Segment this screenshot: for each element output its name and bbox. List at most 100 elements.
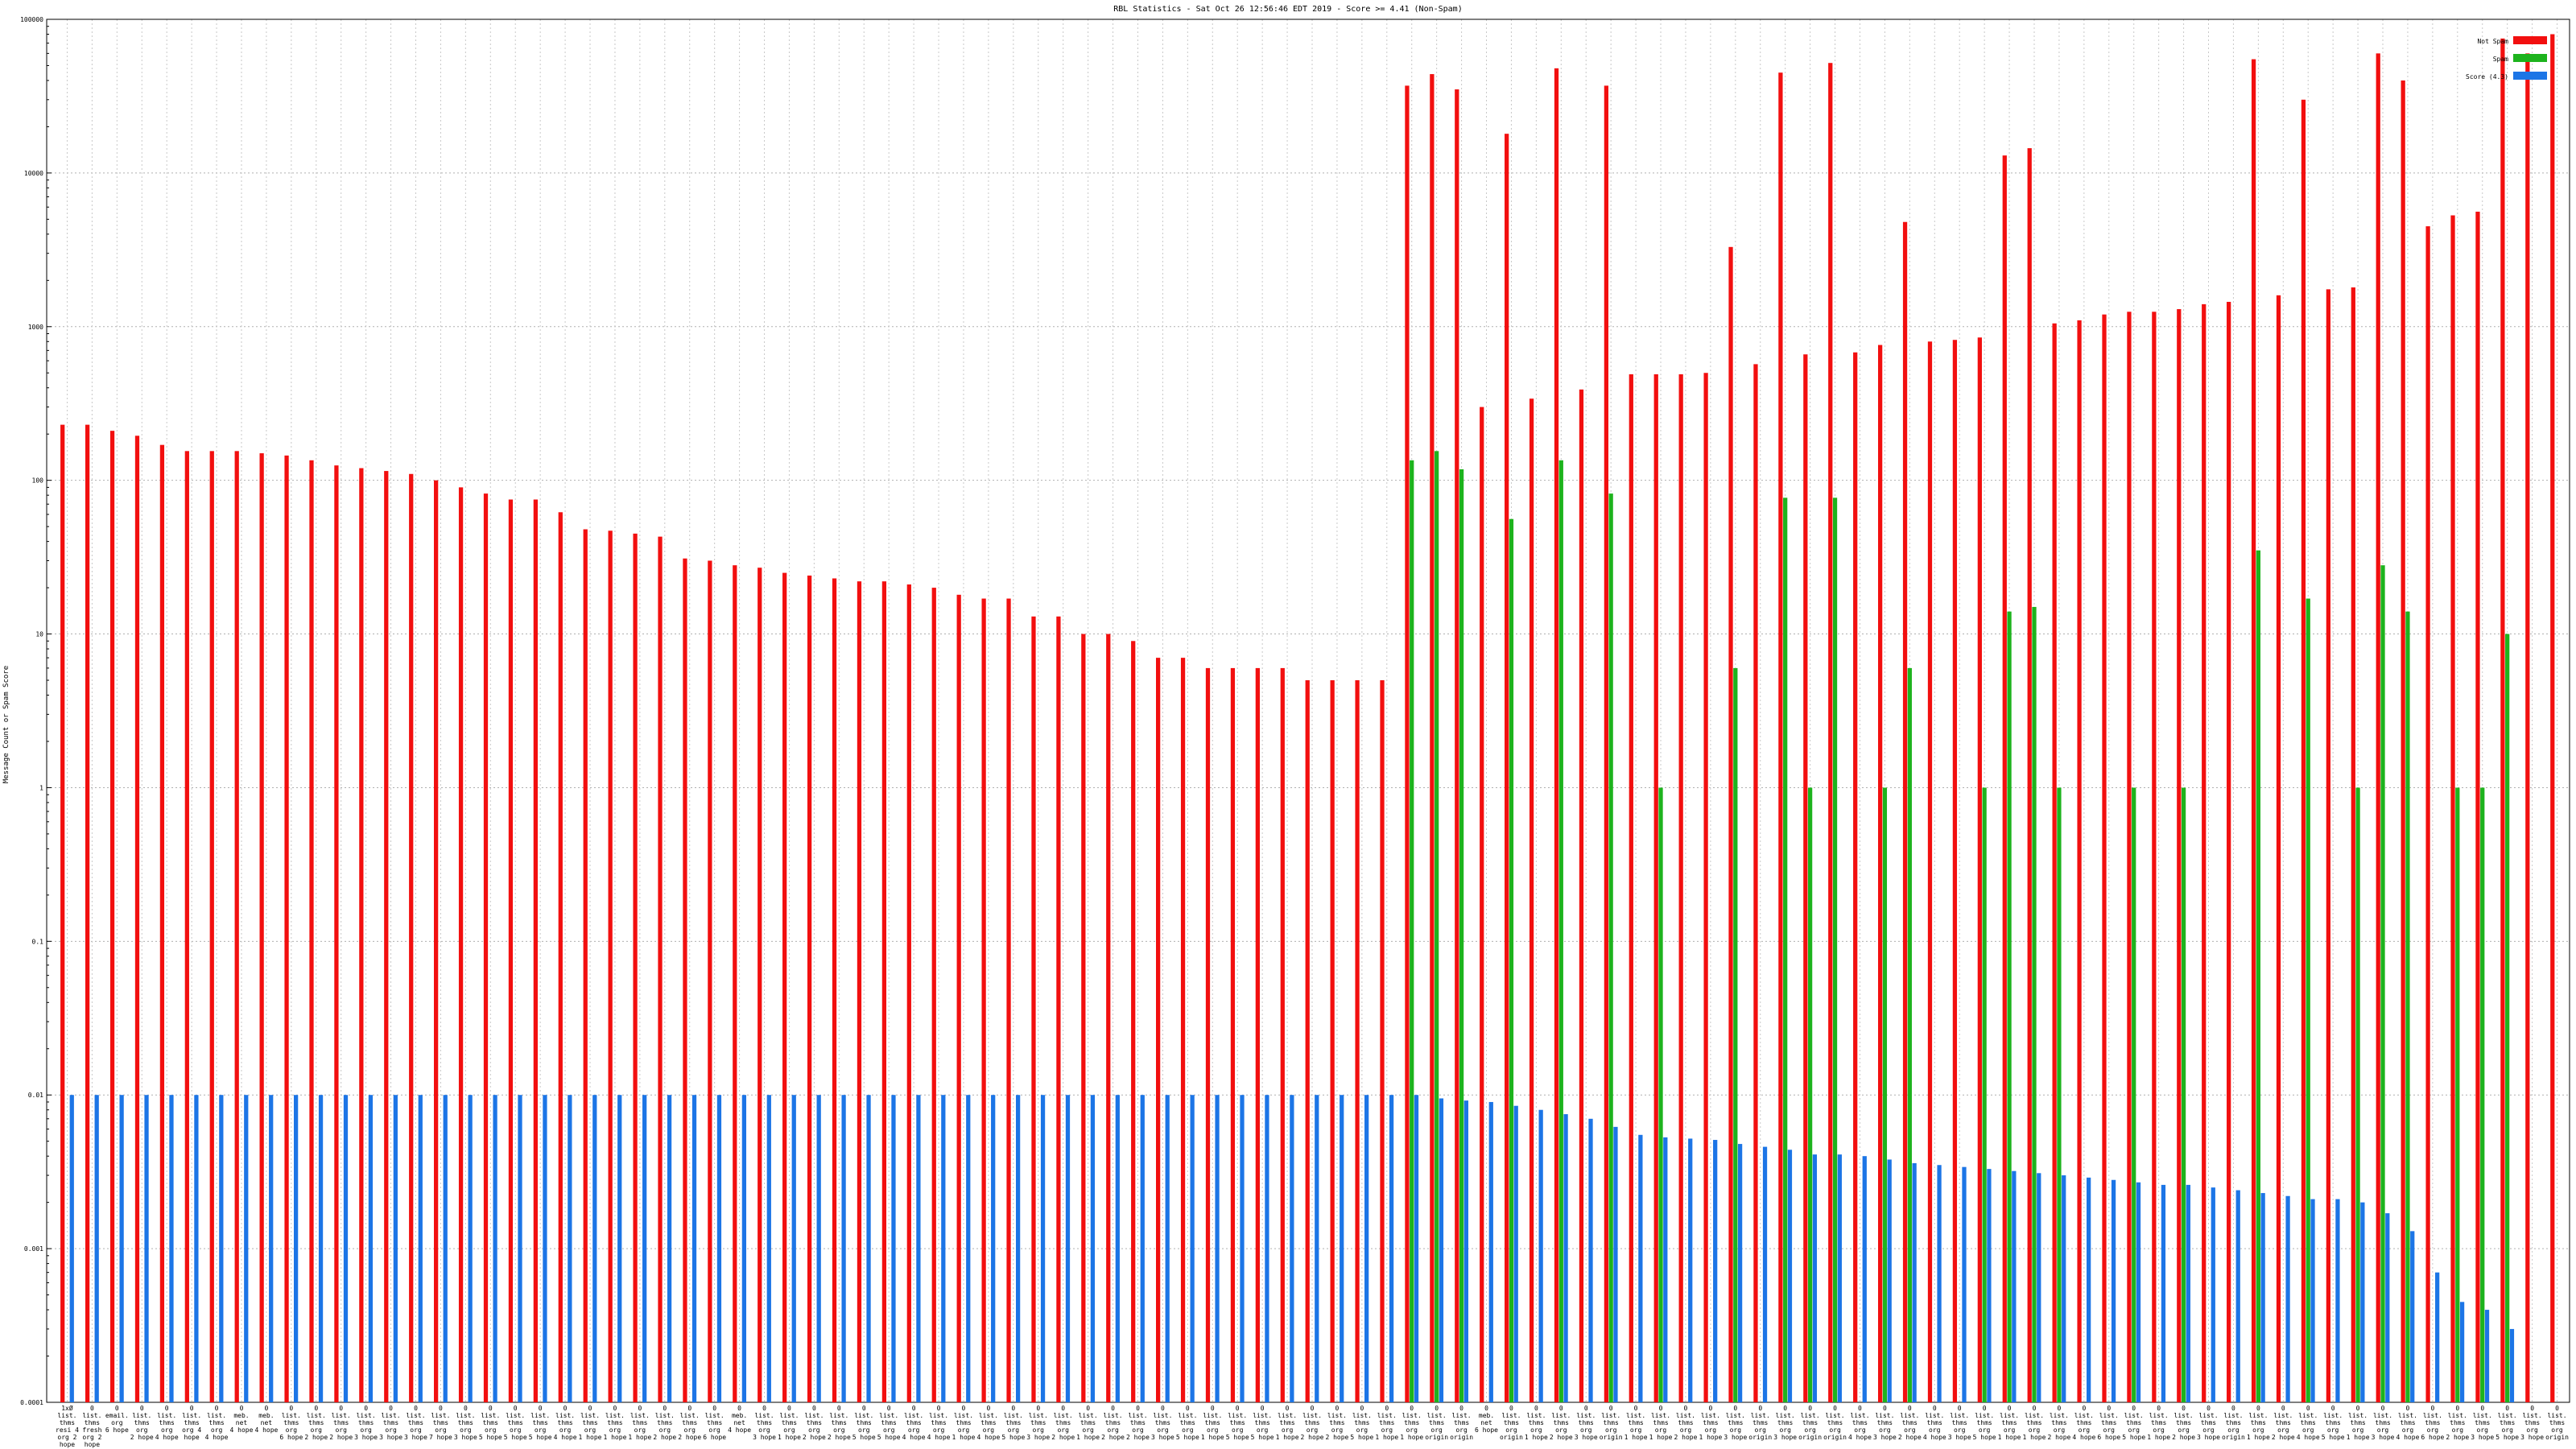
x-tick-label: 0 list. thms org 2 hope (1674, 1405, 1698, 1441)
bar-score-4-3 (1937, 1165, 1942, 1402)
bar-score-4-3 (1862, 1156, 1867, 1402)
bar-not-spam (2525, 53, 2530, 1402)
bar-score-4-3 (1115, 1095, 1120, 1402)
bar-score-4-3 (1762, 1146, 1768, 1402)
bar-not-spam (1305, 680, 1310, 1402)
bar-not-spam (2301, 99, 2306, 1402)
bar-spam (2480, 787, 2485, 1402)
bar-spam (1733, 667, 1738, 1402)
bar-not-spam (483, 493, 489, 1402)
bar-score-4-3 (144, 1095, 149, 1402)
bar-not-spam (409, 473, 414, 1402)
bar-score-4-3 (1439, 1098, 1444, 1402)
bar-not-spam (1753, 364, 1758, 1403)
bar-score-4-3 (1638, 1134, 1643, 1402)
y-tick-label: 1 (39, 784, 43, 791)
bar-not-spam (2102, 314, 2107, 1402)
x-tick-label: 0 meb. net 6 hope (1475, 1405, 1498, 1434)
bars (60, 34, 2555, 1403)
x-tick-label: 0 list. thms org 2 hope (130, 1405, 154, 1441)
bar-not-spam (109, 431, 115, 1402)
x-tick-label: 0 list. thms org 5 hope (852, 1405, 876, 1441)
y-tick-label: 100000 (20, 16, 43, 23)
bar-score-4-3 (816, 1095, 821, 1402)
bar-spam (2505, 634, 2510, 1402)
bar-score-4-3 (568, 1095, 572, 1402)
bar-score-4-3 (269, 1095, 274, 1402)
bar-spam (1658, 787, 1663, 1402)
x-tick-label: 0 list. thms org 4 hope (1923, 1405, 1946, 1441)
y-tick-label: 0.1 (32, 938, 44, 945)
bar-not-spam (1877, 345, 1883, 1402)
x-tick-label: 0 list. thms org 3 hope (379, 1405, 402, 1441)
bar-not-spam (334, 465, 339, 1402)
x-tick-label: 0 list. thms fresh org 2 hope (82, 1405, 101, 1448)
bar-not-spam (633, 533, 638, 1403)
bar-spam (2380, 565, 2385, 1403)
bar-not-spam (2500, 38, 2505, 1403)
bar-score-4-3 (1340, 1095, 1344, 1402)
bar-score-4-3 (169, 1095, 174, 1402)
bar-not-spam (1678, 374, 1683, 1402)
bar-spam (2007, 611, 2012, 1402)
x-tick-label: 0 list. thms org 1 hope (2347, 1405, 2370, 1441)
x-tick-label: 0 list. thms org 1 hope (1649, 1405, 1673, 1441)
bar-not-spam (1106, 634, 1111, 1402)
bar-score-4-3 (2410, 1231, 2415, 1402)
legend-label: Spam (2493, 56, 2508, 63)
x-tick-label: 0 list. thms org 2 hope (1898, 1405, 1922, 1441)
bar-score-4-3 (1315, 1095, 1319, 1402)
bar-not-spam (2425, 226, 2430, 1402)
x-tick-label: 0 list. thms org 1 hope (579, 1405, 602, 1441)
x-tick-label: 0 list. thms org 6 hope (279, 1405, 303, 1441)
bar-score-4-3 (1737, 1144, 1743, 1402)
bar-not-spam (1056, 616, 1061, 1402)
x-tick-label: 0 list. thms org 5 hope (2496, 1405, 2519, 1441)
bar-score-4-3 (1812, 1154, 1818, 1402)
bar-not-spam (1902, 221, 1908, 1403)
y-tick-label: 10000 (24, 170, 43, 177)
x-tick-label: 0 list. thms org 1 hope (1525, 1405, 1548, 1441)
bar-score-4-3 (518, 1095, 522, 1402)
x-tick-label: 0 list. thms org 3 hope (753, 1405, 776, 1441)
bar-not-spam (508, 499, 514, 1402)
bar-not-spam (458, 487, 464, 1402)
x-tick-label: 0 list. thms org 2 hope (1325, 1405, 1348, 1441)
bar-score-4-3 (2385, 1213, 2390, 1402)
bar-not-spam (1255, 667, 1260, 1402)
bar-score-4-3 (941, 1095, 946, 1402)
bar-not-spam (931, 588, 936, 1402)
bar-score-4-3 (1190, 1095, 1195, 1402)
bar-not-spam (2351, 287, 2355, 1403)
x-tick-label: 0 list. thms org 1 hope (1276, 1405, 1299, 1441)
bar-score-4-3 (2012, 1170, 2017, 1402)
x-tick-label: 0 list. thms org 3 hope (2520, 1405, 2544, 1441)
bar-score-4-3 (691, 1095, 697, 1402)
bar-not-spam (2326, 289, 2331, 1402)
bar-score-4-3 (2285, 1195, 2290, 1402)
legend-swatch (2513, 36, 2547, 44)
bar-score-4-3 (368, 1095, 374, 1402)
bar-score-4-3 (69, 1095, 74, 1402)
x-tick-label: 0 list. thms org 1 hope (1201, 1405, 1224, 1441)
bar-not-spam (2127, 312, 2132, 1402)
bar-score-4-3 (2484, 1310, 2490, 1402)
x-tick-label: 0 list. thms org 2 hope (2446, 1405, 2469, 1441)
x-tick-label: 0 list. thms org 3 hope (1873, 1405, 1897, 1441)
bar-score-4-3 (2037, 1173, 2041, 1402)
bar-spam (2181, 787, 2186, 1402)
x-tick-label: 0 list. thms org 3 hope (1026, 1405, 1050, 1441)
bar-score-4-3 (94, 1095, 99, 1402)
bar-score-4-3 (2111, 1179, 2116, 1402)
x-tick-label: 0 list. thms org origin (2222, 1405, 2245, 1441)
x-tick-label: 0 list. thms org 1 hope (1699, 1405, 1722, 1441)
bar-not-spam (1653, 374, 1658, 1402)
bar-score-4-3 (1165, 1095, 1170, 1402)
bar-not-spam (2276, 295, 2281, 1403)
bar-score-4-3 (543, 1095, 547, 1402)
bar-not-spam (184, 451, 189, 1402)
x-tick-label: 0 list. thms org 3 hope (454, 1405, 477, 1441)
y-axis-label: Message Count or Spam Score (2, 666, 10, 783)
bar-score-4-3 (1887, 1159, 1892, 1402)
